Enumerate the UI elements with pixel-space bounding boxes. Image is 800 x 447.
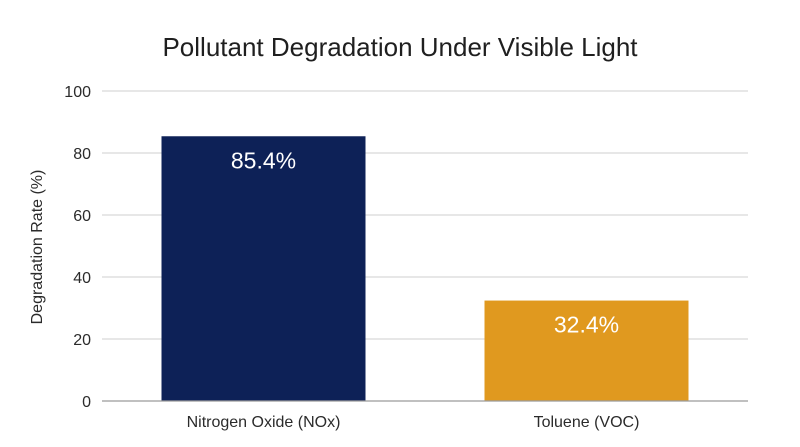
y-tick-label: 80	[73, 146, 91, 163]
chart-title: Pollutant Degradation Under Visible Ligh…	[162, 32, 638, 62]
data-label: 85.4%	[231, 147, 296, 173]
y-tick-label: 60	[73, 208, 91, 225]
bar-1	[484, 300, 689, 401]
y-tick-label: 20	[73, 332, 91, 349]
x-tick-label: Toluene (VOC)	[534, 414, 640, 431]
x-tick-label: Nitrogen Oxide (NOx)	[187, 414, 341, 431]
x-ticks: Nitrogen Oxide (NOx) Toluene (VOC)	[187, 414, 640, 431]
y-ticks: 0 20 40 60 80 100	[64, 84, 91, 411]
y-tick-label: 40	[73, 270, 91, 287]
y-tick-label: 0	[82, 394, 91, 411]
data-labels: 85.4% 32.4%	[231, 147, 619, 337]
y-axis-label: Degradation Rate (%)	[29, 170, 46, 325]
data-label: 32.4%	[554, 312, 619, 338]
bars	[161, 136, 689, 401]
y-tick-label: 100	[64, 84, 91, 101]
bar-0	[161, 136, 366, 401]
